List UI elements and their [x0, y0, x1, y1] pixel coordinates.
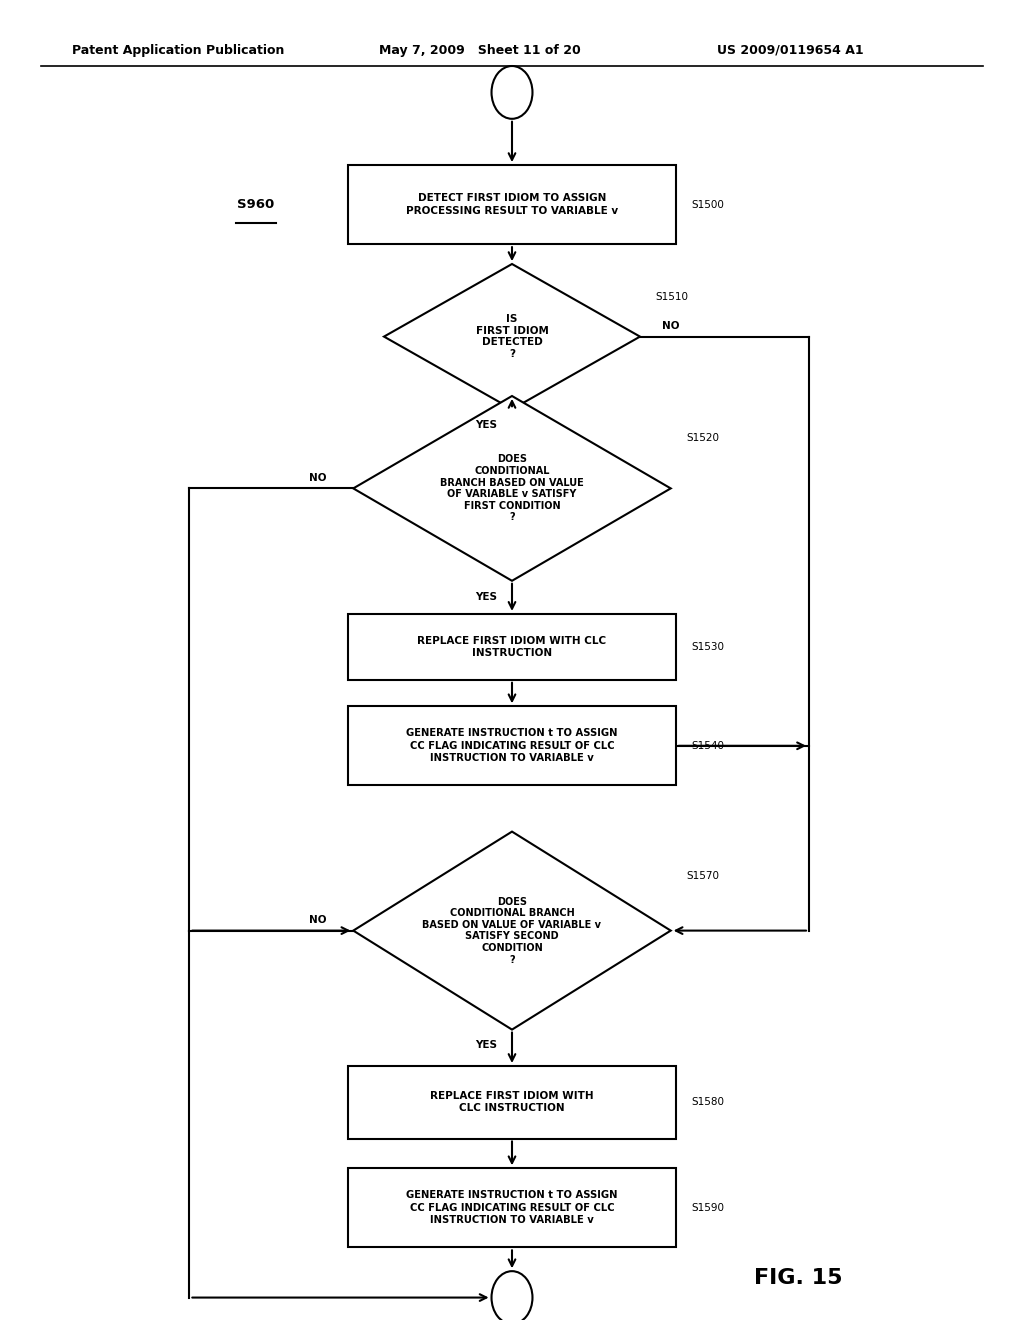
Text: IS
FIRST IDIOM
DETECTED
?: IS FIRST IDIOM DETECTED ?	[475, 314, 549, 359]
Bar	[348, 165, 676, 244]
Bar	[348, 614, 676, 680]
Polygon shape	[384, 264, 640, 409]
Text: NO: NO	[308, 473, 327, 483]
Text: YES: YES	[475, 591, 498, 602]
Text: S1510: S1510	[655, 292, 688, 302]
Polygon shape	[353, 832, 671, 1030]
Text: S1590: S1590	[691, 1203, 724, 1213]
Polygon shape	[353, 396, 671, 581]
Text: YES: YES	[475, 1040, 498, 1051]
Text: May 7, 2009   Sheet 11 of 20: May 7, 2009 Sheet 11 of 20	[379, 44, 581, 57]
Text: S960: S960	[238, 198, 274, 211]
Text: YES: YES	[475, 420, 498, 430]
Text: Patent Application Publication: Patent Application Publication	[72, 44, 284, 57]
Text: DOES
CONDITIONAL BRANCH
BASED ON VALUE OF VARIABLE v
SATISFY SECOND
CONDITION
?: DOES CONDITIONAL BRANCH BASED ON VALUE O…	[423, 896, 601, 965]
Text: US 2009/0119654 A1: US 2009/0119654 A1	[717, 44, 863, 57]
Text: S1580: S1580	[691, 1097, 724, 1107]
Bar	[348, 1067, 676, 1138]
Text: GENERATE INSTRUCTION t TO ASSIGN
CC FLAG INDICATING RESULT OF CLC
INSTRUCTION TO: GENERATE INSTRUCTION t TO ASSIGN CC FLAG…	[407, 1191, 617, 1225]
Text: S1530: S1530	[691, 642, 724, 652]
Text: REPLACE FIRST IDIOM WITH
CLC INSTRUCTION: REPLACE FIRST IDIOM WITH CLC INSTRUCTION	[430, 1092, 594, 1113]
Text: S1570: S1570	[686, 871, 719, 882]
Text: S1540: S1540	[691, 741, 724, 751]
Text: GENERATE INSTRUCTION t TO ASSIGN
CC FLAG INDICATING RESULT OF CLC
INSTRUCTION TO: GENERATE INSTRUCTION t TO ASSIGN CC FLAG…	[407, 729, 617, 763]
Bar	[348, 1168, 676, 1247]
Text: DOES
CONDITIONAL
BRANCH BASED ON VALUE
OF VARIABLE v SATISFY
FIRST CONDITION
?: DOES CONDITIONAL BRANCH BASED ON VALUE O…	[440, 454, 584, 523]
Circle shape	[492, 1271, 532, 1320]
Circle shape	[492, 66, 532, 119]
Text: S1520: S1520	[686, 433, 719, 442]
Text: NO: NO	[662, 321, 680, 331]
Text: S1500: S1500	[691, 199, 724, 210]
Text: FIG. 15: FIG. 15	[755, 1267, 843, 1288]
Text: DETECT FIRST IDIOM TO ASSIGN
PROCESSING RESULT TO VARIABLE v: DETECT FIRST IDIOM TO ASSIGN PROCESSING …	[406, 194, 618, 215]
Text: REPLACE FIRST IDIOM WITH CLC
INSTRUCTION: REPLACE FIRST IDIOM WITH CLC INSTRUCTION	[418, 636, 606, 657]
Text: NO: NO	[308, 915, 327, 925]
Bar	[348, 706, 676, 785]
